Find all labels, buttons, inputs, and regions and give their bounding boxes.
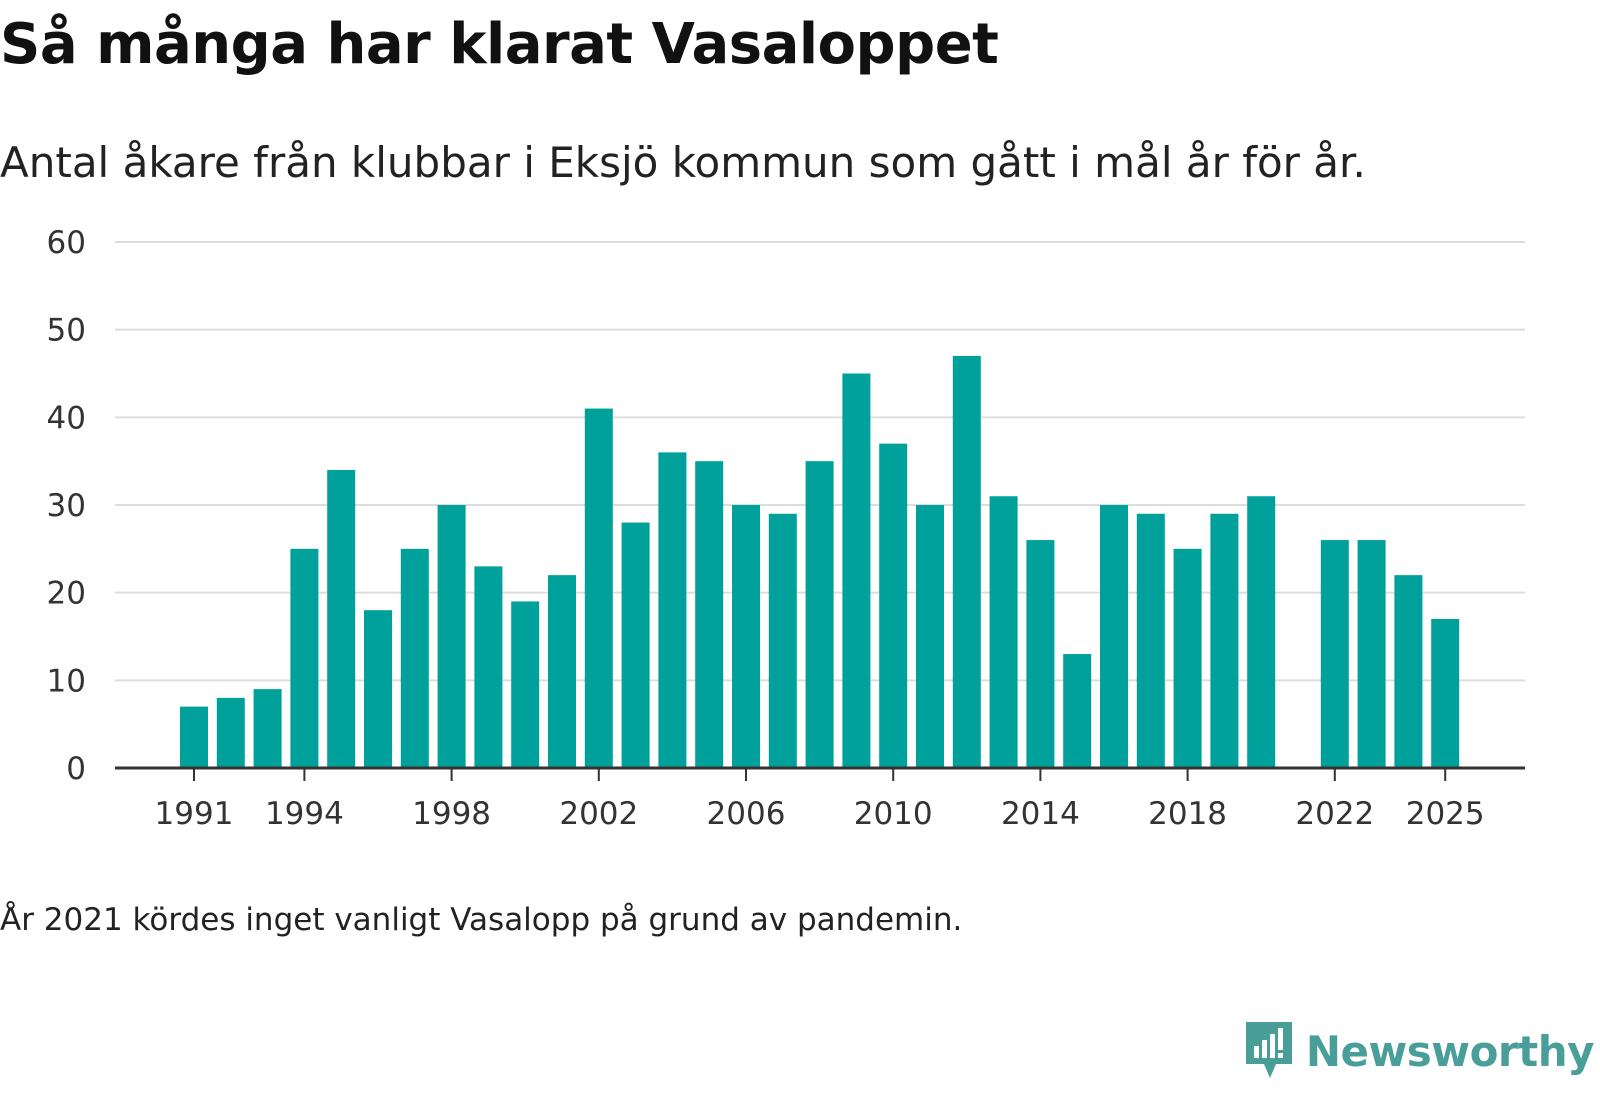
bar-1996	[364, 610, 392, 768]
bar-2012	[952, 355, 981, 768]
bar-1997	[400, 548, 429, 768]
bar-1994	[290, 548, 319, 768]
bar-chart: 0 10 20 30 40 50 60 1991 1994 1998 2002 2006 2010 201…	[47, 225, 1525, 832]
bar-1999	[474, 566, 503, 768]
y-tick-label-20: 20	[47, 576, 86, 612]
bar-2003	[621, 522, 650, 768]
bar-2011	[916, 505, 944, 768]
y-tick-label-30: 30	[47, 488, 86, 524]
bar-2013	[989, 496, 1018, 768]
x-tick-label-1998: 1998	[412, 796, 491, 832]
y-tick-label-0: 0	[66, 751, 86, 787]
x-tick-label-1994: 1994	[265, 796, 344, 832]
x-tick-label-2018: 2018	[1148, 796, 1227, 832]
bar-2001	[548, 575, 576, 768]
brand-name: Newsworthy	[1305, 1026, 1595, 1076]
bar-2002	[584, 408, 613, 768]
x-tick-label-2014: 2014	[1001, 796, 1080, 832]
footnote: År 2021 kördes inget vanligt Vasalopp på…	[0, 902, 963, 938]
bar-2014	[1026, 540, 1055, 768]
bar-1995	[327, 469, 356, 768]
bar-2017	[1136, 513, 1165, 768]
x-tick-label-2010: 2010	[854, 796, 933, 832]
bar-2019	[1210, 513, 1239, 768]
bar-2004	[658, 452, 687, 768]
bar-2009	[842, 373, 871, 768]
bar-2025	[1431, 618, 1460, 768]
x-tick-label-2006: 2006	[707, 796, 786, 832]
x-tick-label-2002: 2002	[559, 796, 638, 832]
x-tick-label-2022: 2022	[1295, 796, 1374, 832]
newsworthy-logo-icon	[1245, 1022, 1292, 1078]
bar-2007	[768, 513, 797, 768]
y-tick-label-10: 10	[47, 663, 86, 699]
bar-2023	[1357, 540, 1386, 768]
bar-1993	[253, 689, 282, 768]
y-tick-label-60: 60	[47, 225, 86, 261]
bar-2018	[1173, 548, 1202, 768]
bar-1991	[180, 706, 208, 768]
bar-2022	[1320, 540, 1349, 768]
x-tick-label-2025: 2025	[1406, 796, 1485, 832]
bar-2010	[879, 443, 908, 768]
bar-2008	[805, 461, 834, 768]
x-tick-label-1991: 1991	[155, 796, 234, 832]
bar-2005	[695, 461, 724, 768]
bar-2006	[732, 505, 760, 768]
chart-subtitle: Antal åkare från klubbar i Eksjö kommun …	[0, 138, 1366, 187]
bar-2016	[1100, 505, 1128, 768]
chart-title: Så många har klarat Vasaloppet	[0, 12, 999, 77]
bar-1998	[437, 505, 466, 768]
bar-2024	[1394, 575, 1423, 768]
bar-2000	[511, 601, 540, 768]
bar-2020	[1247, 496, 1276, 768]
y-tick-label-50: 50	[47, 313, 86, 349]
y-tick-label-40: 40	[47, 400, 86, 436]
bar-2015	[1063, 654, 1092, 768]
brand-logo[interactable]: Newsworthy	[1244, 1018, 1595, 1084]
bar-1992	[216, 697, 245, 768]
